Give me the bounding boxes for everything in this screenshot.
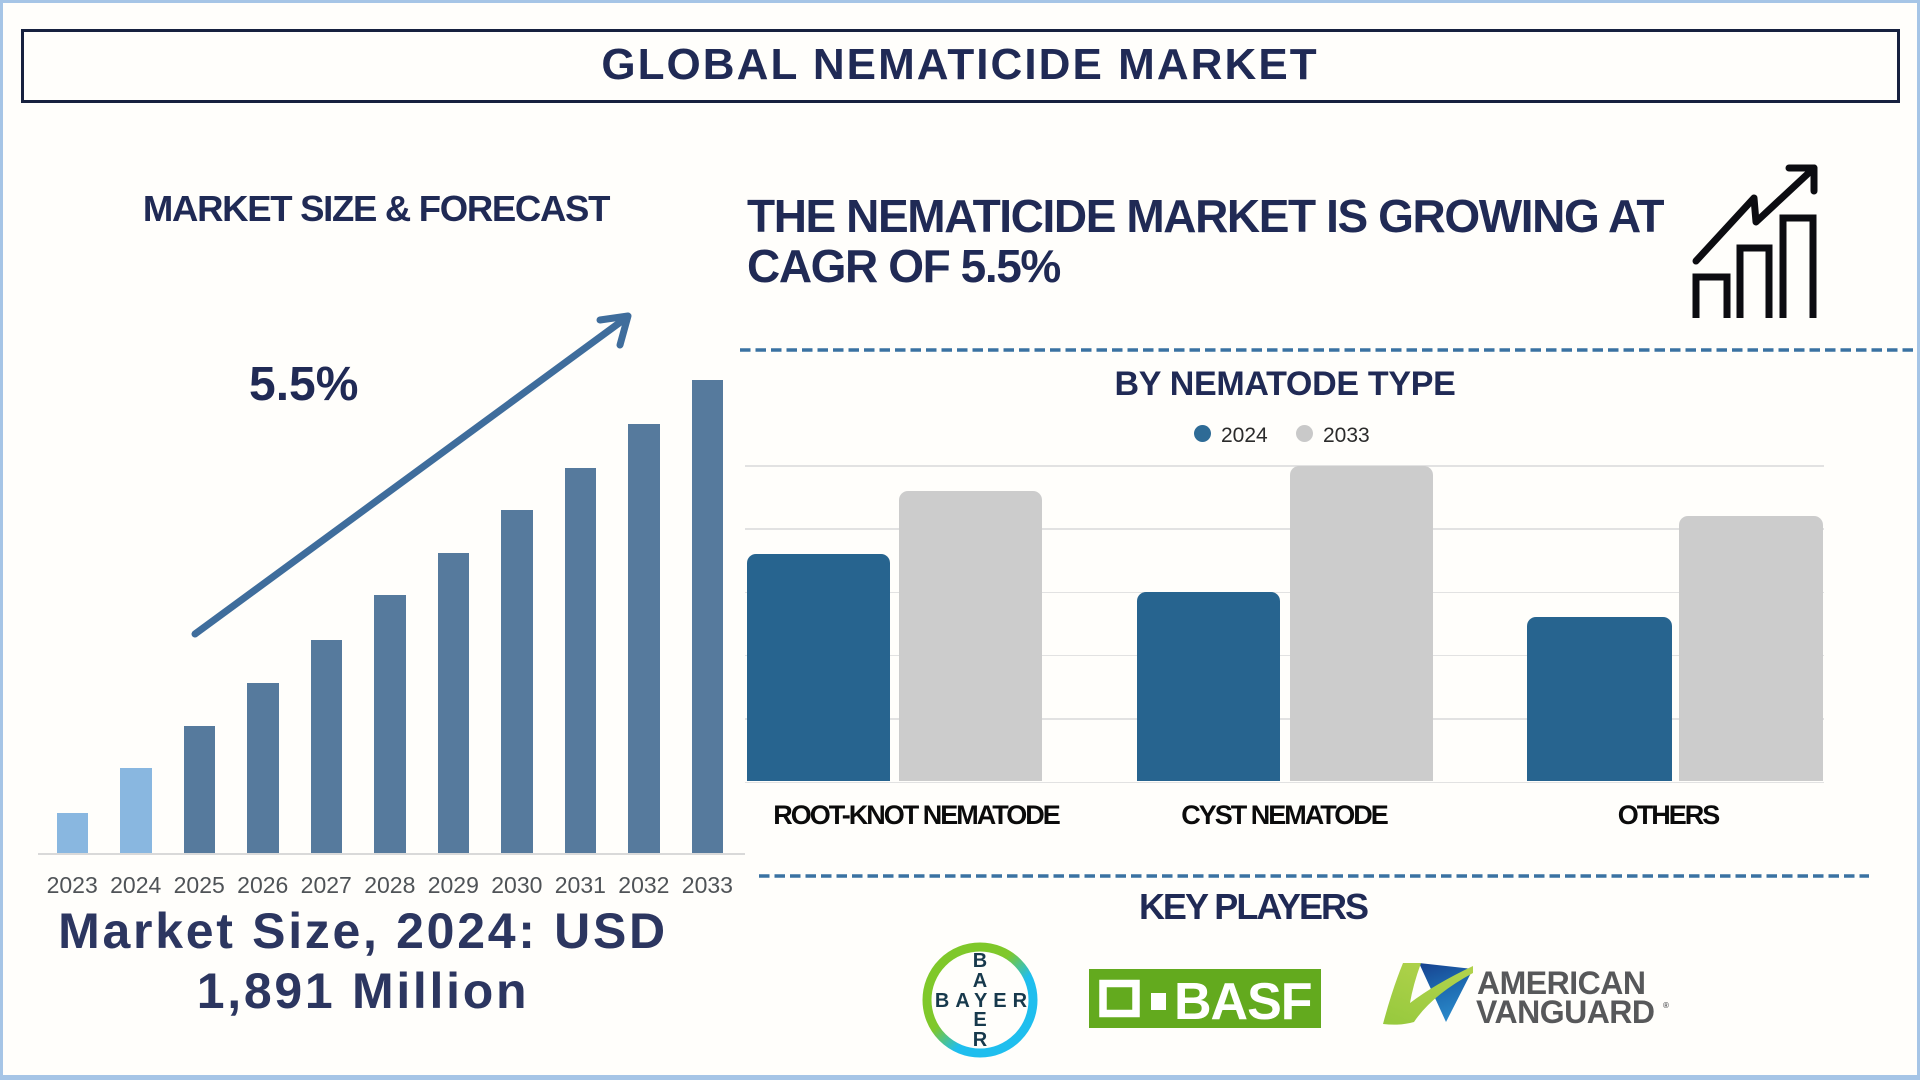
svg-text:®: ® <box>1663 1001 1669 1010</box>
svg-text:BAYER: BAYER <box>935 990 1033 1012</box>
svg-text:R: R <box>973 1029 988 1051</box>
svg-text:BASF: BASF <box>1174 973 1312 1028</box>
svg-text:A: A <box>973 970 987 992</box>
svg-text:E: E <box>973 1009 986 1031</box>
svg-text:VANGUARD: VANGUARD <box>1476 994 1655 1030</box>
svg-text:B: B <box>973 950 987 972</box>
svg-text:AMERICAN: AMERICAN <box>1477 965 1645 1001</box>
